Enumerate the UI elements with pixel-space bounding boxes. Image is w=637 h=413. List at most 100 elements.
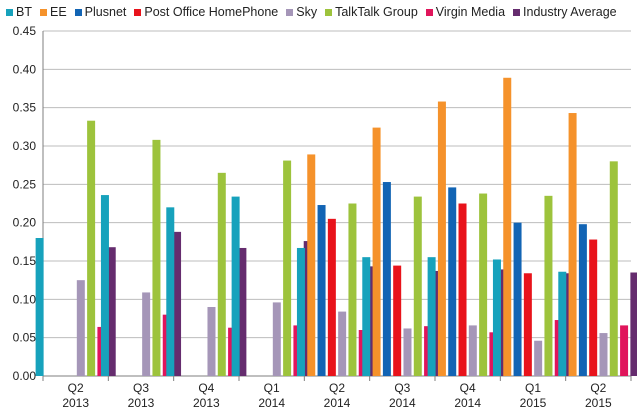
x-tick-label: 2015 <box>585 396 612 410</box>
bar <box>589 239 598 376</box>
x-tick-label: Q3 <box>394 381 410 395</box>
bar <box>173 231 182 376</box>
y-tick-label: 0.35 <box>13 101 37 115</box>
chart-legend: BT EE Plusnet Post Office HomePhone Sky TalkT… <box>6 3 634 21</box>
x-tick-label: Q1 <box>264 381 280 395</box>
bar <box>166 207 175 376</box>
legend-swatch <box>74 8 82 16</box>
bar <box>217 172 226 376</box>
bar <box>87 120 96 376</box>
bar <box>503 77 512 377</box>
x-tick-label: Q2 <box>68 381 84 395</box>
bar <box>76 280 85 376</box>
legend-swatch <box>134 8 142 16</box>
legend-swatch <box>325 8 333 16</box>
legend-item: Plusnet <box>74 5 127 19</box>
legend-label: TalkTalk Group <box>335 5 418 19</box>
y-tick-label: 0.40 <box>13 62 37 76</box>
y-tick-label: 0.25 <box>13 177 37 191</box>
x-tick-label: Q3 <box>133 381 149 395</box>
bar <box>437 101 446 377</box>
x-tick-label: Q4 <box>198 381 214 395</box>
bar <box>296 247 305 376</box>
bar <box>578 224 587 376</box>
legend-item: Post Office HomePhone <box>134 5 278 19</box>
bar <box>620 325 629 376</box>
bar <box>558 271 567 376</box>
legend-item: Industry Average <box>513 5 617 19</box>
x-tick-label: 2013 <box>193 396 220 410</box>
y-tick-label: 0.05 <box>13 331 37 345</box>
legend-item: TalkTalk Group <box>325 5 418 19</box>
bar <box>307 154 316 376</box>
legend-item: Sky <box>286 5 317 19</box>
bar <box>327 218 336 376</box>
legend-swatch <box>6 8 13 16</box>
legend-label: Industry Average <box>523 5 617 19</box>
bar <box>448 187 457 376</box>
bar <box>523 273 532 376</box>
legend-item: EE <box>39 5 67 19</box>
y-tick-label: 0.10 <box>13 292 37 306</box>
legend-item: Virgin Media <box>425 5 506 19</box>
x-tick-label: 2014 <box>454 396 481 410</box>
y-tick-label: 0.00 <box>13 369 37 383</box>
bar <box>458 203 467 376</box>
y-tick-label: 0.20 <box>13 216 37 230</box>
legend-label: EE <box>49 5 67 19</box>
bar <box>338 311 347 376</box>
bar <box>272 302 281 376</box>
legend-swatch <box>425 8 433 16</box>
bar <box>207 307 216 376</box>
x-tick-label: 2015 <box>520 396 547 410</box>
bar <box>534 340 543 376</box>
bar <box>100 195 109 376</box>
bar <box>317 205 326 376</box>
bar <box>492 259 501 376</box>
y-tick-label: 0.15 <box>13 254 37 268</box>
legend-label: Virgin Media <box>435 5 506 19</box>
bar <box>372 127 381 376</box>
x-tick-label: Q2 <box>329 381 345 395</box>
legend-swatch <box>39 8 47 16</box>
bar <box>152 139 161 376</box>
x-tick-label: 2014 <box>389 396 416 410</box>
bar <box>283 160 292 376</box>
legend-item: BT <box>6 5 32 19</box>
bar <box>35 238 44 376</box>
bar <box>238 247 247 376</box>
x-tick-label: Q2 <box>590 381 606 395</box>
y-tick-label: 0.45 <box>13 24 37 38</box>
x-tick-label: Q4 <box>460 381 476 395</box>
legend-label: Plusnet <box>84 5 127 19</box>
x-tick-label: 2013 <box>128 396 155 410</box>
legend-label: Sky <box>296 5 318 19</box>
bar <box>413 196 422 376</box>
bar <box>393 265 402 376</box>
bar <box>513 222 522 376</box>
bar <box>142 292 151 376</box>
bar <box>107 247 116 376</box>
bar <box>599 333 608 376</box>
bar <box>427 257 436 376</box>
x-tick-label: Q1 <box>525 381 541 395</box>
bar <box>479 193 488 376</box>
bar <box>609 161 618 376</box>
bar <box>362 257 371 376</box>
x-tick-label: 2013 <box>62 396 89 410</box>
bar <box>348 203 357 376</box>
legend-swatch <box>513 8 521 16</box>
bar <box>544 195 553 376</box>
bar <box>568 113 577 377</box>
bar <box>403 328 412 376</box>
legend-label: BT <box>16 5 32 19</box>
bar <box>630 272 637 376</box>
bar <box>231 196 240 376</box>
x-tick-label: 2014 <box>324 396 351 410</box>
legend-label: Post Office HomePhone <box>144 5 279 19</box>
x-tick-label: 2014 <box>258 396 285 410</box>
bar <box>468 325 477 376</box>
bar <box>382 182 391 376</box>
